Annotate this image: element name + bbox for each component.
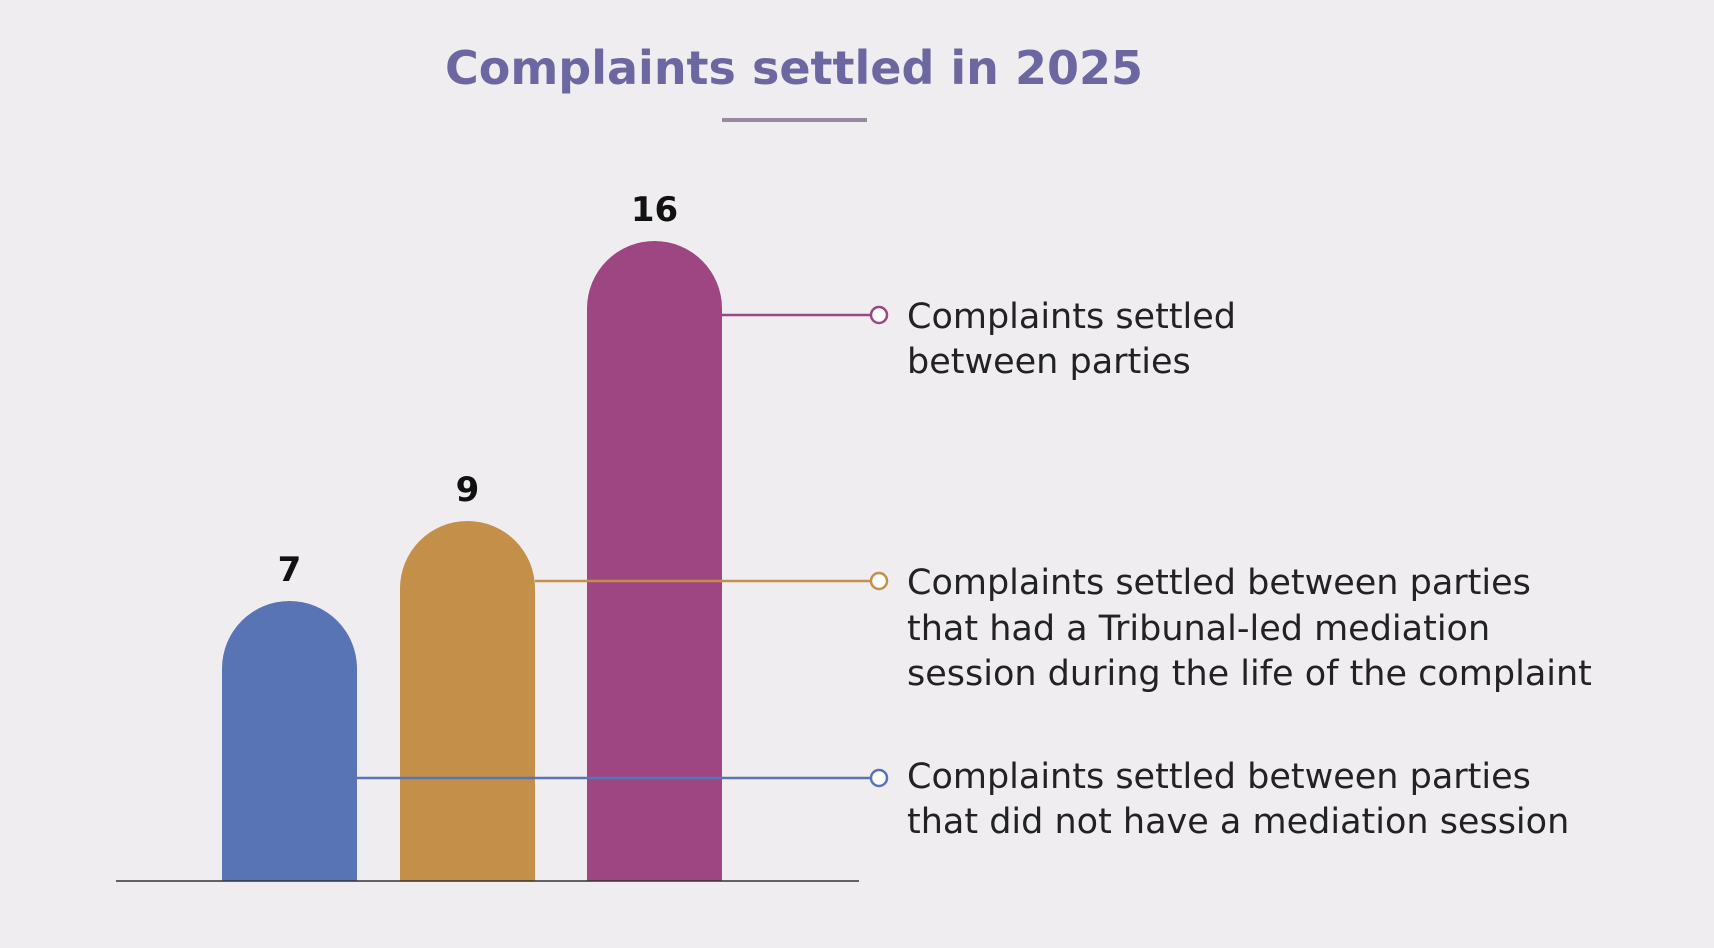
annotations-group: Complaints settled between parties that d… (907, 297, 1592, 842)
chart-title: Complaints settled in 2025 (445, 41, 1143, 95)
value-labels-group: 7 9 16 (278, 190, 679, 590)
leader-dot-3 (869, 305, 889, 325)
value-label-2: 9 (456, 470, 480, 510)
annotation-3-line-2: between parties (907, 342, 1191, 382)
annotation-1-line-1: Complaints settled between parties (907, 757, 1531, 797)
annotation-1-line-2: that did not have a mediation session (907, 802, 1569, 842)
value-label-3: 16 (631, 190, 678, 230)
leader-lines-group (357, 305, 889, 788)
annotation-2-line-1: Complaints settled between parties (907, 563, 1531, 603)
bars-group (222, 240, 722, 881)
annotation-2-line-2: that had a Tribunal-led mediation (907, 609, 1490, 649)
leader-dot-1 (869, 768, 889, 788)
annotation-3-line-1: Complaints settled (907, 297, 1236, 337)
bar-1 (222, 601, 357, 881)
bar-2 (400, 521, 535, 881)
leader-dot-2 (869, 571, 889, 591)
value-label-1: 7 (278, 550, 302, 590)
bar-3 (586, 240, 722, 881)
annotation-2-line-3: session during the life of the complaint (907, 654, 1592, 694)
